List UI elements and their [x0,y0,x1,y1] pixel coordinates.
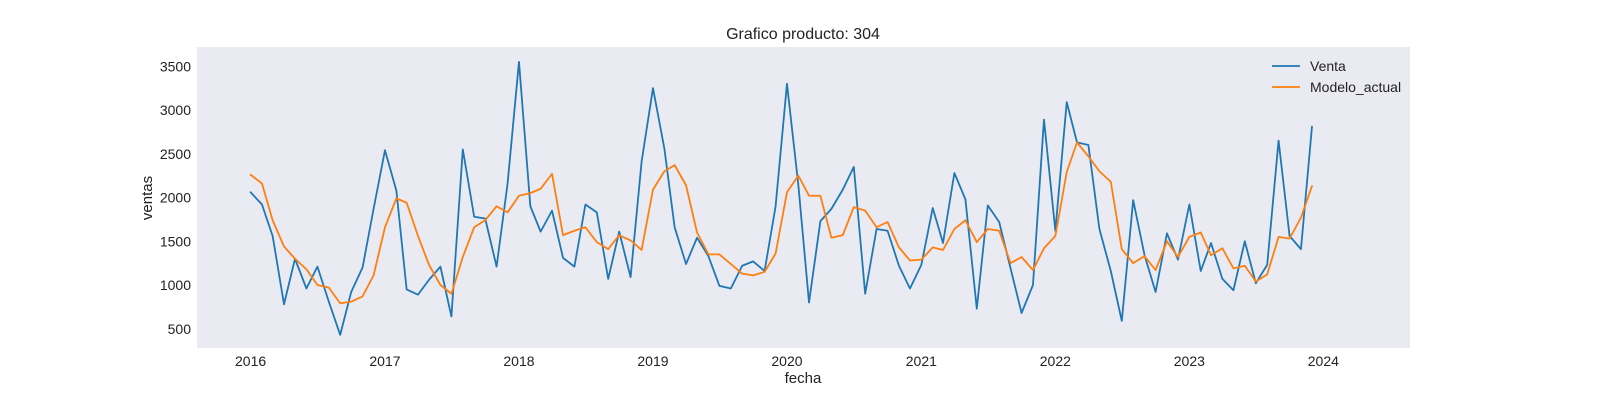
series-line-venta [249,60,1313,336]
legend-label: Venta [1310,58,1346,74]
x-tick-label: 2017 [369,353,400,369]
legend-label: Modelo_actual [1310,79,1401,95]
y-tick-label: 3500 [160,58,191,74]
y-axis-label: ventas [139,176,156,220]
y-tick-label: 2500 [160,146,191,162]
x-tick-label: 2022 [1040,353,1071,369]
series-lines [249,60,1313,336]
legend: Venta Modelo_actual [1272,58,1401,95]
x-axis-label: fecha [785,370,822,387]
chart-title: Grafico producto: 304 [726,26,880,43]
x-tick-label: 2016 [235,353,266,369]
y-tick-label: 1500 [160,233,191,249]
x-tick-label: 2023 [1174,353,1205,369]
x-tick-label: 2021 [906,353,937,369]
x-axis-ticks: 2016 2017 2018 2019 2020 2021 2022 2023 2024 [235,353,1339,369]
x-tick-label: 2019 [637,353,668,369]
x-tick-label: 2024 [1308,353,1339,369]
y-tick-label: 2000 [160,190,191,206]
plot-area [197,47,1410,348]
y-tick-label: 1000 [160,277,191,293]
x-tick-label: 2018 [503,353,534,369]
series-line-modelo-actual [249,141,1313,305]
y-tick-label: 500 [168,321,192,337]
y-axis-ticks: 500 1000 1500 2000 2500 3000 3500 [160,58,191,337]
x-tick-label: 2020 [771,353,802,369]
y-tick-label: 3000 [160,102,191,118]
